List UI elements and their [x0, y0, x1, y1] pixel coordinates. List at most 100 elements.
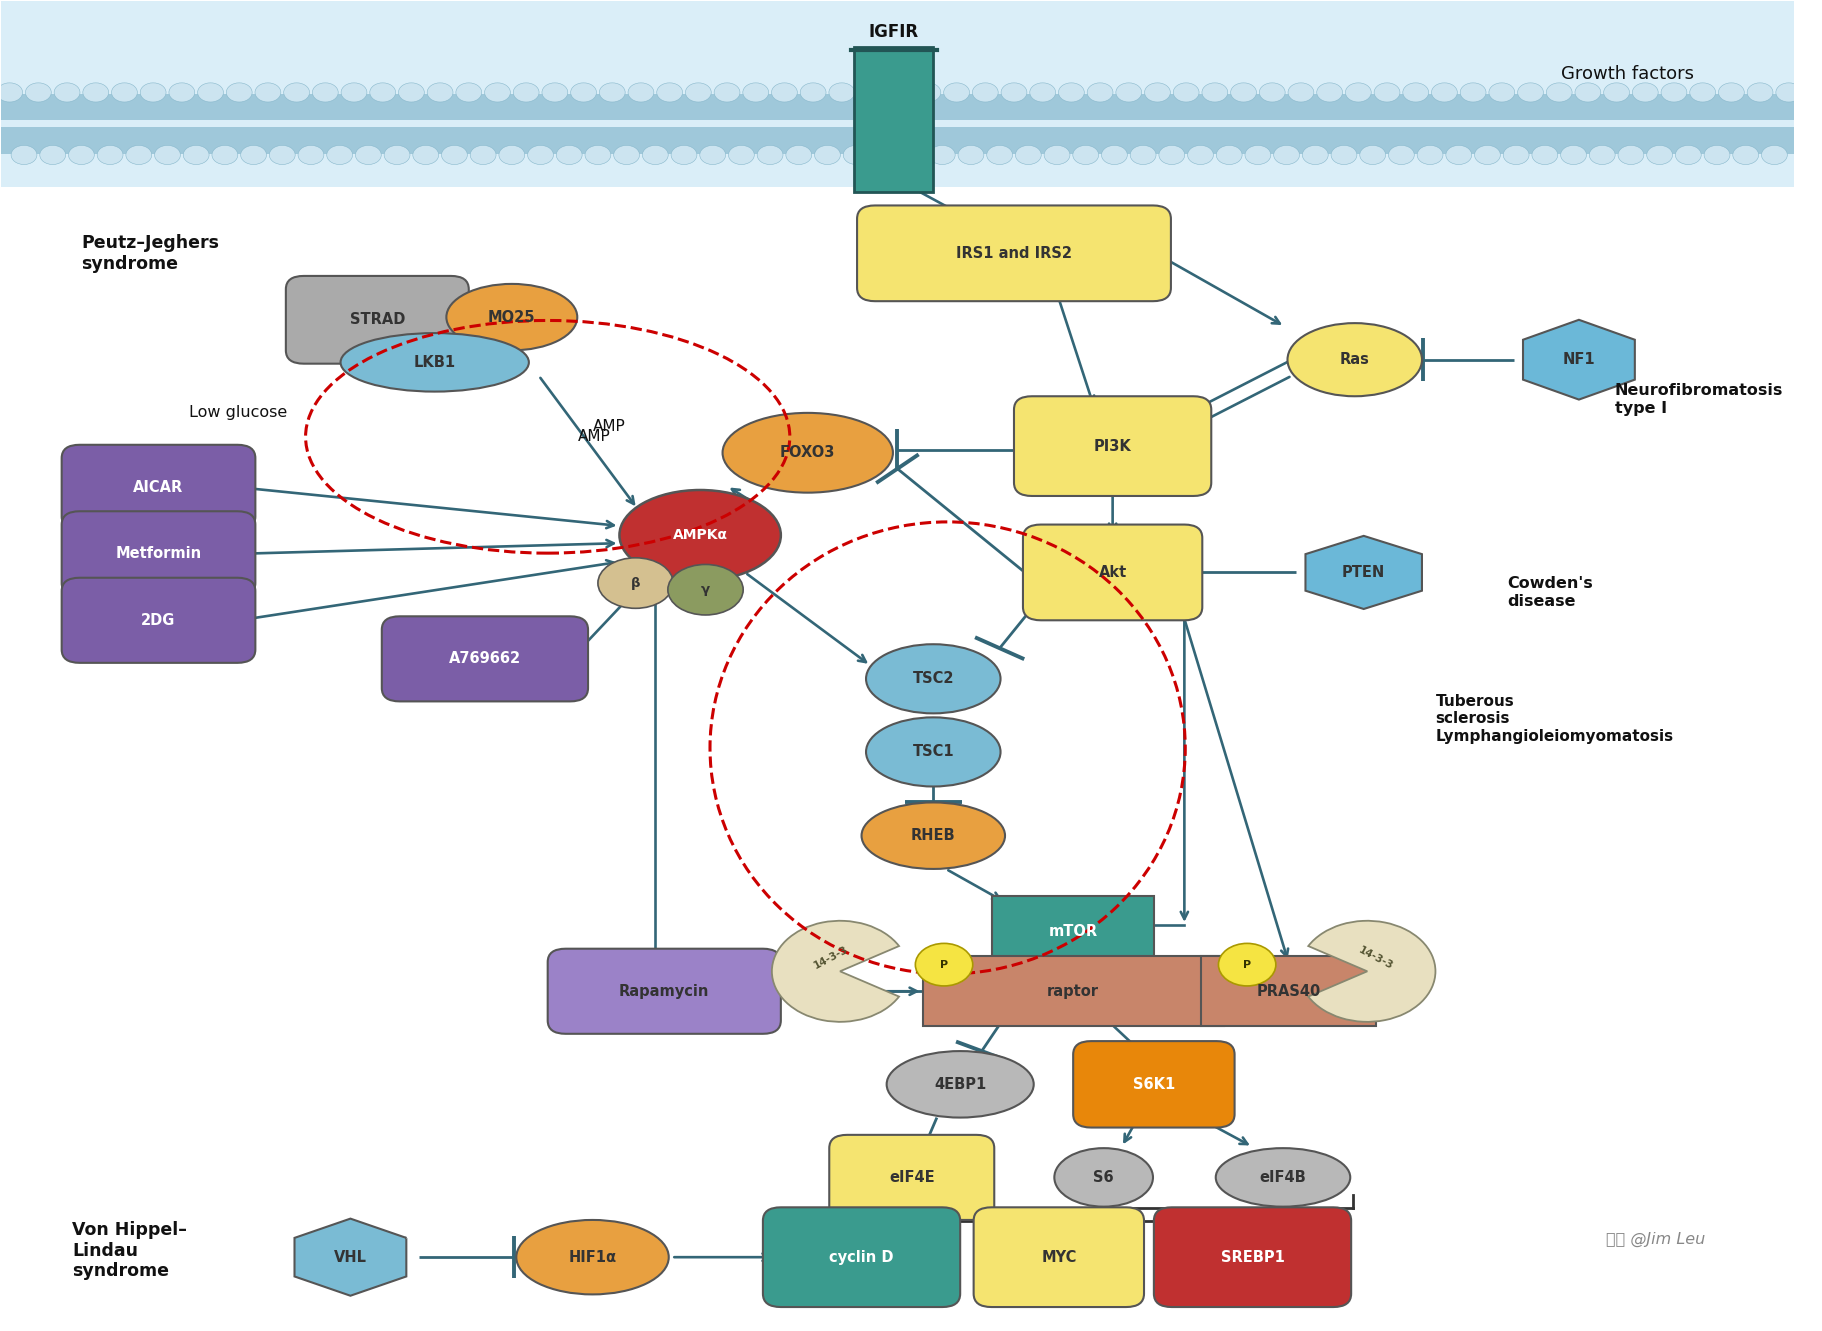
Circle shape: [1432, 83, 1458, 102]
Circle shape: [0, 83, 22, 102]
Circle shape: [729, 145, 754, 165]
Circle shape: [743, 83, 769, 102]
Text: raptor: raptor: [1048, 984, 1099, 998]
Circle shape: [241, 145, 266, 165]
Polygon shape: [1306, 536, 1421, 610]
Wedge shape: [1308, 921, 1436, 1022]
Text: PI3K: PI3K: [1093, 439, 1131, 454]
Circle shape: [1388, 145, 1414, 165]
Circle shape: [1359, 145, 1385, 165]
FancyBboxPatch shape: [62, 445, 255, 530]
Text: 14-3-3: 14-3-3: [813, 945, 851, 972]
FancyBboxPatch shape: [1022, 524, 1203, 620]
Ellipse shape: [862, 803, 1006, 869]
Circle shape: [299, 145, 324, 165]
Circle shape: [1662, 83, 1687, 102]
Circle shape: [140, 83, 166, 102]
Circle shape: [1633, 83, 1658, 102]
Text: STRAD: STRAD: [350, 313, 404, 327]
Circle shape: [69, 145, 95, 165]
FancyBboxPatch shape: [1201, 956, 1376, 1026]
Circle shape: [1418, 145, 1443, 165]
Circle shape: [1059, 83, 1084, 102]
Text: PRAS40: PRAS40: [1255, 984, 1321, 998]
Circle shape: [169, 83, 195, 102]
Ellipse shape: [1215, 1149, 1350, 1207]
Circle shape: [1144, 83, 1170, 102]
Ellipse shape: [887, 1051, 1033, 1118]
Circle shape: [800, 83, 825, 102]
FancyBboxPatch shape: [0, 93, 1795, 120]
Text: AICAR: AICAR: [133, 480, 184, 495]
Polygon shape: [1523, 319, 1634, 399]
Circle shape: [570, 83, 596, 102]
FancyBboxPatch shape: [1073, 1041, 1235, 1127]
Circle shape: [370, 83, 395, 102]
Circle shape: [858, 83, 884, 102]
Text: 知乎 @Jim Leu: 知乎 @Jim Leu: [1605, 1233, 1705, 1247]
Circle shape: [1219, 944, 1275, 986]
Circle shape: [1762, 145, 1787, 165]
FancyBboxPatch shape: [855, 47, 933, 192]
Circle shape: [1217, 145, 1243, 165]
Circle shape: [1403, 83, 1428, 102]
Circle shape: [958, 145, 984, 165]
Circle shape: [944, 83, 969, 102]
Circle shape: [758, 145, 783, 165]
Circle shape: [284, 83, 310, 102]
Wedge shape: [773, 921, 898, 1022]
FancyBboxPatch shape: [993, 896, 1153, 966]
Text: SREBP1: SREBP1: [1221, 1250, 1285, 1264]
Text: AMPKα: AMPKα: [672, 528, 727, 542]
Circle shape: [1776, 83, 1802, 102]
Circle shape: [270, 145, 295, 165]
Circle shape: [1603, 83, 1629, 102]
Text: β: β: [630, 576, 640, 590]
Circle shape: [1518, 83, 1543, 102]
Text: Low glucose: Low glucose: [189, 406, 288, 421]
Text: RHEB: RHEB: [911, 828, 955, 844]
Circle shape: [1474, 145, 1500, 165]
Text: A769662: A769662: [448, 651, 521, 667]
Circle shape: [556, 145, 581, 165]
Circle shape: [1503, 145, 1529, 165]
Text: PTEN: PTEN: [1343, 564, 1385, 580]
Text: Akt: Akt: [1099, 564, 1126, 580]
Text: 2DG: 2DG: [142, 612, 175, 628]
Circle shape: [97, 145, 124, 165]
Ellipse shape: [865, 717, 1000, 787]
Circle shape: [255, 83, 281, 102]
FancyBboxPatch shape: [286, 276, 468, 363]
Circle shape: [1115, 83, 1142, 102]
Circle shape: [1689, 83, 1716, 102]
Polygon shape: [295, 1219, 406, 1296]
Ellipse shape: [865, 644, 1000, 713]
Circle shape: [1647, 145, 1673, 165]
Circle shape: [55, 83, 80, 102]
Text: Rapamycin: Rapamycin: [619, 984, 709, 998]
Circle shape: [1733, 145, 1758, 165]
Circle shape: [1618, 145, 1643, 165]
FancyBboxPatch shape: [922, 956, 1224, 1026]
FancyBboxPatch shape: [1015, 397, 1212, 496]
Circle shape: [1459, 83, 1487, 102]
Circle shape: [1303, 145, 1328, 165]
Text: MO25: MO25: [488, 310, 536, 325]
FancyBboxPatch shape: [0, 126, 1795, 153]
Text: VHL: VHL: [333, 1250, 366, 1264]
Circle shape: [184, 145, 210, 165]
Circle shape: [1574, 83, 1602, 102]
Circle shape: [915, 83, 940, 102]
Circle shape: [1561, 145, 1587, 165]
Text: Von Hippel–
Lindau
syndrome: Von Hippel– Lindau syndrome: [73, 1221, 188, 1280]
Circle shape: [1188, 145, 1213, 165]
Circle shape: [1747, 83, 1773, 102]
Text: LKB1: LKB1: [414, 355, 456, 370]
Circle shape: [915, 944, 973, 986]
Circle shape: [771, 83, 798, 102]
FancyBboxPatch shape: [62, 578, 255, 663]
Text: IGFIR: IGFIR: [869, 23, 918, 40]
Text: Peutz–Jeghers
syndrome: Peutz–Jeghers syndrome: [82, 234, 219, 273]
Text: AMP: AMP: [592, 419, 625, 434]
Circle shape: [1088, 83, 1113, 102]
